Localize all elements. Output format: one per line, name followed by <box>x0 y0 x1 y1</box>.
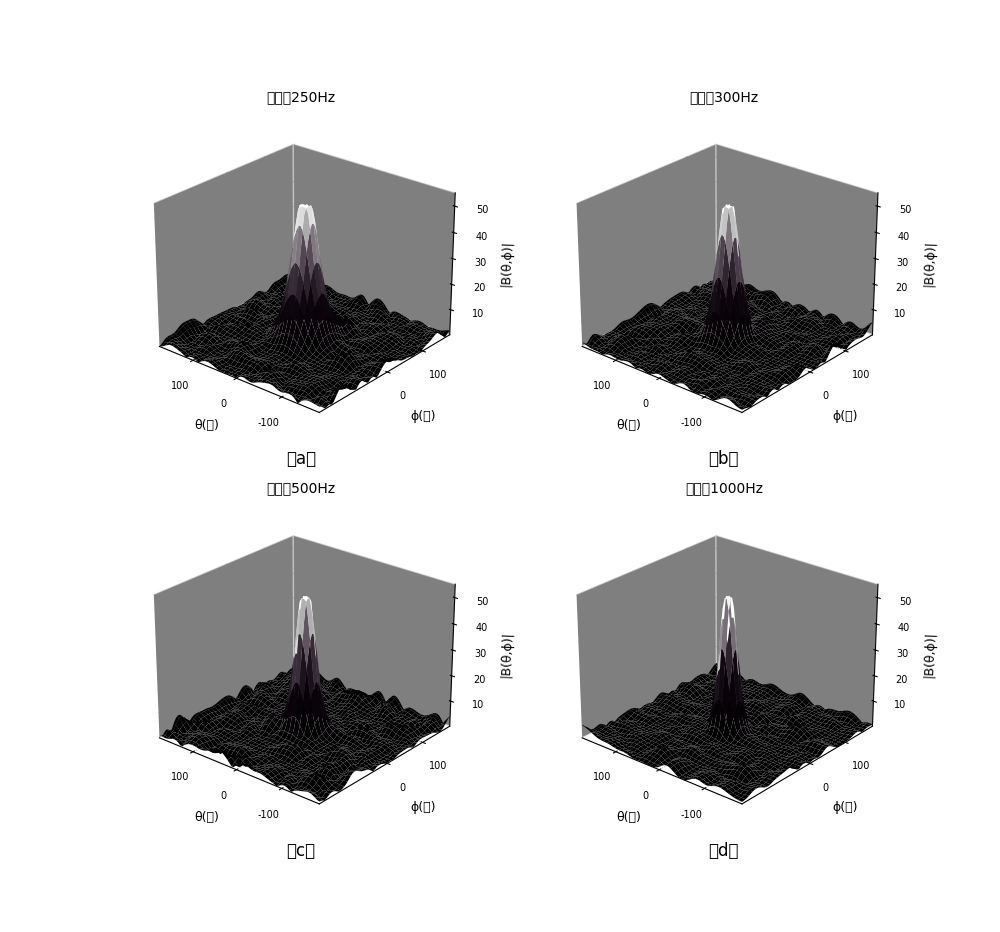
Title: 频率为500Hz: 频率为500Hz <box>267 481 336 495</box>
Title: 频率为300Hz: 频率为300Hz <box>689 89 758 103</box>
Text: （a）: （a） <box>286 450 316 468</box>
Y-axis label: ϕ(度): ϕ(度) <box>833 409 858 422</box>
Text: （b）: （b） <box>709 450 739 468</box>
Text: （c）: （c） <box>287 842 316 859</box>
Text: （d）: （d） <box>709 842 739 859</box>
X-axis label: θ(度): θ(度) <box>194 419 219 432</box>
Title: 频率为250Hz: 频率为250Hz <box>267 89 336 103</box>
X-axis label: θ(度): θ(度) <box>617 811 641 824</box>
Y-axis label: ϕ(度): ϕ(度) <box>410 409 436 422</box>
X-axis label: θ(度): θ(度) <box>617 419 641 432</box>
Y-axis label: ϕ(度): ϕ(度) <box>410 801 436 814</box>
Title: 频率为1000Hz: 频率为1000Hz <box>685 481 763 495</box>
Y-axis label: ϕ(度): ϕ(度) <box>833 801 858 814</box>
X-axis label: θ(度): θ(度) <box>194 811 219 824</box>
